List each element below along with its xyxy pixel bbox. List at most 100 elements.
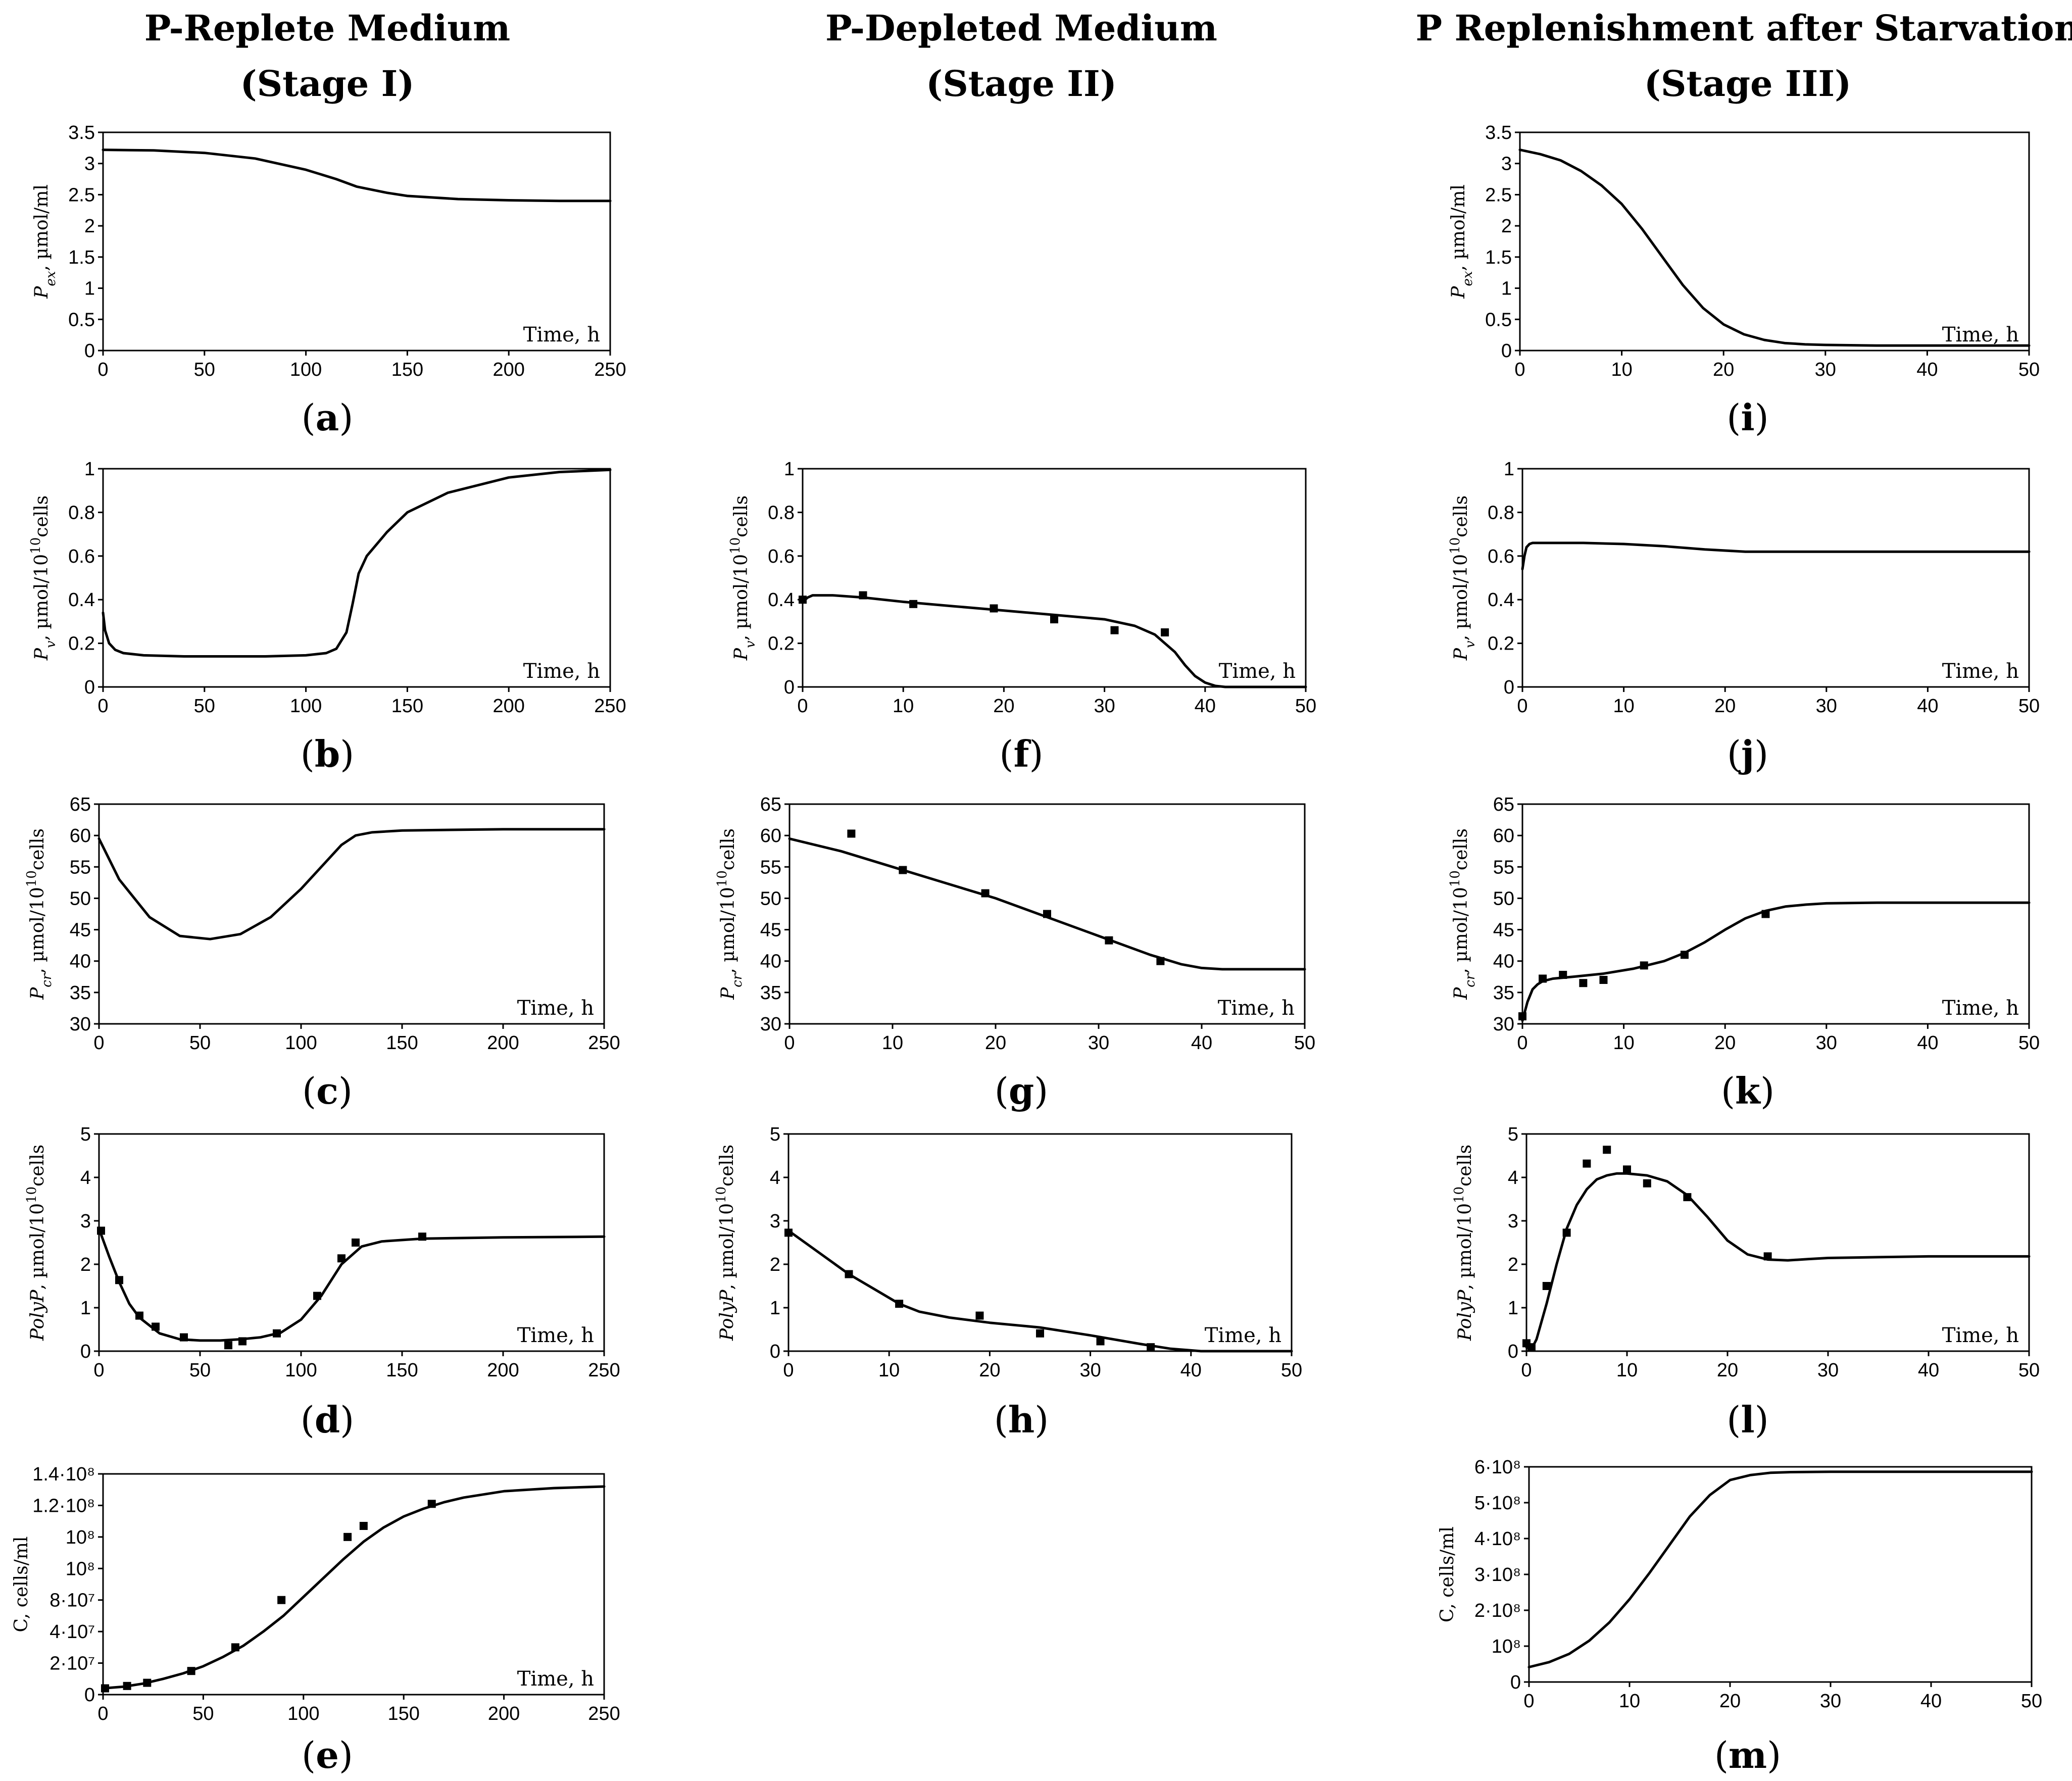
- data-point-h: [784, 1228, 793, 1237]
- x-tick-label: 0: [97, 1703, 108, 1724]
- y-tick-label: 1: [1508, 1298, 1518, 1319]
- y-label-main: PolyP: [27, 1290, 48, 1341]
- data-point-d: [180, 1333, 188, 1342]
- x-tick-label: 20: [1714, 696, 1736, 717]
- chart-c: 0 50 100 150 200 250 30 35 40 45 50 55 60 65 Pcr, µmol…: [24, 794, 620, 1112]
- y-label-tail: cells: [1451, 496, 1471, 537]
- panel-label-j: (j): [1727, 732, 1768, 775]
- x-tick-label: 50: [2018, 359, 2040, 380]
- chart-e: 0 50 100 150 200 250 0 2·10⁷ 4·10⁷ 8·10⁷ 10⁸ 10⁸ 1.2…: [11, 1464, 620, 1776]
- data-point-k: [1579, 979, 1588, 987]
- x-tick-label: 10: [878, 1360, 900, 1381]
- x-tick-label: 0: [97, 359, 108, 380]
- x-tick-label: 150: [386, 1032, 418, 1054]
- y-tick-label: 0.5: [68, 309, 95, 330]
- x-tick-label: 40: [1191, 1032, 1212, 1054]
- chart-d: 0 50 100 150 200 250 0 1 2 3 4 5 PolyP, µmol/1010cel…: [24, 1124, 620, 1441]
- y-tick-label: 40: [70, 951, 91, 972]
- x-tick-label: 50: [2018, 696, 2040, 717]
- x-tick-label: 20: [1719, 1691, 1741, 1712]
- data-point-k: [1559, 971, 1567, 979]
- panel-label-a: (a): [302, 396, 354, 439]
- y-label-sub: ex: [1460, 271, 1475, 286]
- header-stage3-line2: (Stage III): [1644, 63, 1852, 105]
- y-tick-label: 8·10⁷: [50, 1590, 95, 1611]
- plot-frame-i: [1519, 131, 2030, 352]
- data-point-e: [277, 1596, 286, 1604]
- x-tick-label: 30: [1079, 1360, 1101, 1381]
- x-tick-label: 30: [1088, 1032, 1109, 1054]
- x-tick-label: 20: [1717, 1360, 1738, 1381]
- y-tick-label: 10⁸: [66, 1527, 95, 1548]
- x-tick-label: 0: [1517, 696, 1527, 717]
- y-tick-label: 0: [84, 1685, 95, 1706]
- x-tick-label: 0: [783, 1360, 794, 1381]
- y-tick-label: 0: [770, 1341, 780, 1362]
- y-label-main: P: [718, 987, 738, 1000]
- y-tick-label: 65: [1493, 794, 1514, 815]
- x-tick-label: 250: [588, 1032, 620, 1054]
- y-label-unit: , µmol/10: [1451, 887, 1471, 974]
- data-point-f: [859, 591, 867, 600]
- y-tick-label: 4·10⁷: [50, 1621, 95, 1643]
- data-point-f: [1050, 615, 1058, 624]
- y-label-main: C, cells/ml: [1437, 1526, 1458, 1622]
- y-tick-label: 10⁸: [66, 1558, 95, 1579]
- data-point-f: [799, 596, 807, 604]
- y-label-unit: , µmol/ml: [31, 184, 52, 271]
- data-point-k: [1640, 961, 1648, 970]
- data-point-h: [845, 1270, 853, 1278]
- y-tick-label: 1: [1501, 278, 1512, 300]
- y-tick-label: 65: [70, 794, 91, 815]
- x-tick-label: 20: [985, 1032, 1006, 1054]
- panel-label-m: (m): [1714, 1734, 1781, 1776]
- model-curve-j: [1521, 541, 2031, 571]
- y-tick-label: 5·10⁸: [1474, 1493, 1521, 1514]
- y-tick-label: 45: [1493, 920, 1514, 941]
- x-tick-label: 40: [1180, 1360, 1202, 1381]
- data-point-k: [1518, 1012, 1526, 1021]
- y-tick-label: 60: [70, 825, 91, 847]
- data-point-d: [135, 1311, 143, 1320]
- y-tick-label: 0: [784, 677, 795, 698]
- data-point-h: [1036, 1329, 1044, 1338]
- x-tick-label: 50: [194, 359, 215, 380]
- y-axis-label: PolyP, µmol/1010cells: [24, 1145, 48, 1341]
- data-point-e: [427, 1500, 436, 1508]
- y-label-main: P: [731, 648, 752, 661]
- y-label-sup: 10: [728, 537, 743, 554]
- x-tick-label: 50: [1294, 1032, 1315, 1054]
- y-tick-label: 60: [1493, 825, 1514, 847]
- x-tick-label: 100: [285, 1032, 317, 1054]
- y-tick-label: 0.2: [68, 633, 95, 655]
- data-point-l: [1527, 1343, 1536, 1352]
- x-tick-label: 200: [487, 1032, 519, 1054]
- model-curve-a: [102, 149, 612, 203]
- y-label-tail: cells: [31, 496, 52, 537]
- x-tick-label: 20: [1714, 1032, 1736, 1054]
- y-tick-label: 2: [1508, 1254, 1518, 1275]
- y-tick-label: 60: [760, 825, 781, 847]
- y-tick-label: 5: [80, 1124, 91, 1145]
- y-tick-label: 0: [1504, 677, 1514, 698]
- x-tick-label: 200: [492, 696, 524, 717]
- x-tick-label: 0: [784, 1032, 795, 1054]
- x-tick-label: 150: [391, 696, 423, 717]
- x-tick-label: 30: [1817, 1360, 1839, 1381]
- x-tick-label: 0: [1523, 1691, 1534, 1712]
- panel-label-k: (k): [1721, 1069, 1774, 1112]
- panel-label-h: (h): [994, 1398, 1049, 1441]
- y-label-unit: , µmol/10: [27, 887, 48, 974]
- x-tick-label: 50: [2018, 1032, 2040, 1054]
- x-tick-label: 50: [1281, 1360, 1302, 1381]
- x-tick-label: 0: [97, 696, 108, 717]
- model-curve-m: [1527, 1470, 2033, 1668]
- y-axis-label: Pv, µmol/1010cells: [728, 496, 758, 661]
- x-tick-label: 40: [1918, 1360, 1939, 1381]
- y-tick-label: 35: [70, 982, 91, 1004]
- data-point-g: [1105, 936, 1113, 945]
- x-tick-label: 50: [2018, 1360, 2040, 1381]
- y-tick-label: 2: [770, 1254, 780, 1275]
- plot-frame-e: [102, 1473, 605, 1696]
